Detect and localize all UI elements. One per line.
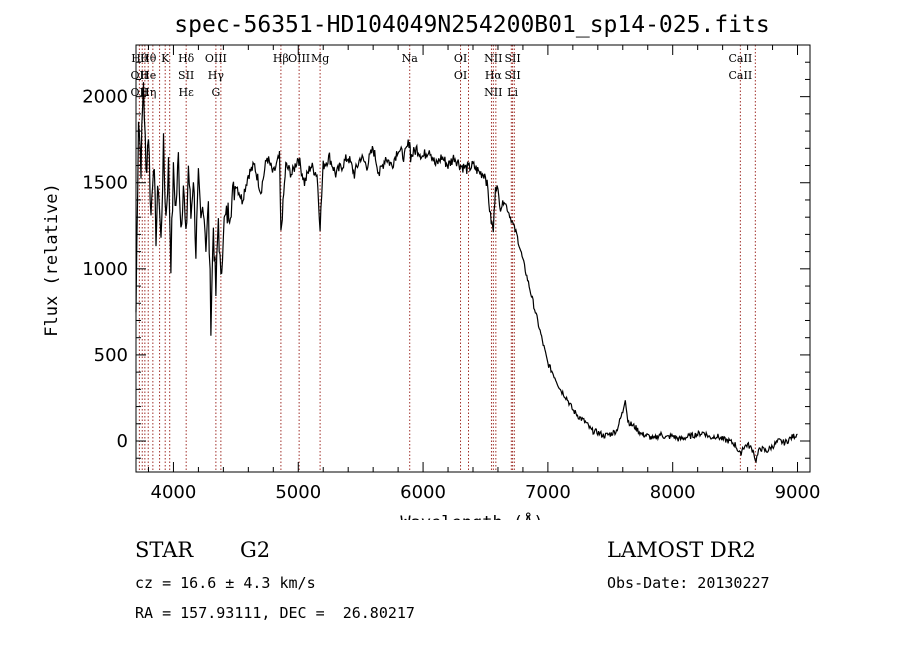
redshift-text: cz = 16.6 ± 4.3 km/s	[135, 574, 316, 592]
line-label-4-1: Hγ	[208, 69, 225, 82]
plot-frame	[135, 44, 811, 473]
line-label-11-2: Li	[507, 86, 518, 99]
line-label-1-0: Hθ	[140, 52, 157, 65]
line-label-9-1: OI	[454, 69, 467, 82]
spectral-line-markers	[138, 45, 756, 472]
y-tick-label-3: 1500	[82, 173, 128, 194]
line-label-11-0: SII	[504, 52, 520, 65]
survey-name: LAMOST DR2	[607, 538, 756, 562]
spectrum-chart: spec-56351-HD104049N254200B01_sp14-025.f…	[42, 12, 821, 520]
line-label-7-0: Mg	[311, 52, 329, 65]
line-label-12-1: CaII	[729, 69, 753, 82]
line-label-0-0: Hθ	[131, 52, 148, 65]
x-tick-label-5: 9000	[775, 482, 821, 503]
line-label-9-0: OI	[454, 52, 467, 65]
x-tick-label-4: 8000	[650, 482, 696, 503]
object-class: STAR	[135, 538, 194, 562]
x-tick-label-1: 5000	[275, 482, 321, 503]
line-label-3-0: Hδ	[178, 52, 195, 65]
object-subclass: G2	[240, 538, 271, 562]
line-label-3-1: SII	[178, 69, 194, 82]
line-label-3-2: Hε	[179, 86, 195, 99]
line-label-10-2: NII	[484, 86, 502, 99]
line-label-12-0: CaII	[729, 52, 753, 65]
line-label-10-0: NII	[484, 52, 502, 65]
line-label-8-0: Na	[402, 52, 419, 65]
y-tick-label-4: 2000	[82, 87, 128, 108]
y-axis-title: Flux (relative)	[42, 183, 62, 337]
line-label-5-0: Hβ	[273, 52, 289, 65]
line-label-10-1: Hα	[485, 69, 503, 82]
coordinates: RA = 157.93111, DEC = 26.80217	[135, 604, 415, 622]
y-tick-label-2: 1000	[82, 259, 128, 280]
y-tick-label-0: 0	[117, 431, 128, 452]
line-label-1-1: He	[140, 69, 156, 82]
chart-title: spec-56351-HD104049N254200B01_sp14-025.f…	[174, 12, 769, 38]
line-label-4-2: G	[211, 86, 220, 99]
x-tick-label-0: 4000	[151, 482, 197, 503]
y-tick-label-1: 500	[94, 345, 128, 366]
x-axis-title: Wavelength (Å)	[400, 511, 543, 520]
line-label-6-0: OIII	[288, 52, 310, 65]
line-label-11-1: SII	[504, 69, 520, 82]
spectrum-line	[135, 82, 798, 464]
x-tick-label-3: 7000	[525, 482, 571, 503]
line-label-0-1: OII	[131, 69, 149, 82]
line-label-4-0: OIII	[205, 52, 227, 65]
x-tick-label-2: 6000	[400, 482, 446, 503]
x-axis-ticks: 4000 5000 6000 7000 8000 9000	[147, 45, 821, 503]
obs-date: Obs-Date: 20130227	[607, 574, 770, 592]
y-axis-ticks: 0 500 1000 1500 2000	[82, 61, 810, 459]
line-label-2-0: K	[161, 52, 170, 65]
